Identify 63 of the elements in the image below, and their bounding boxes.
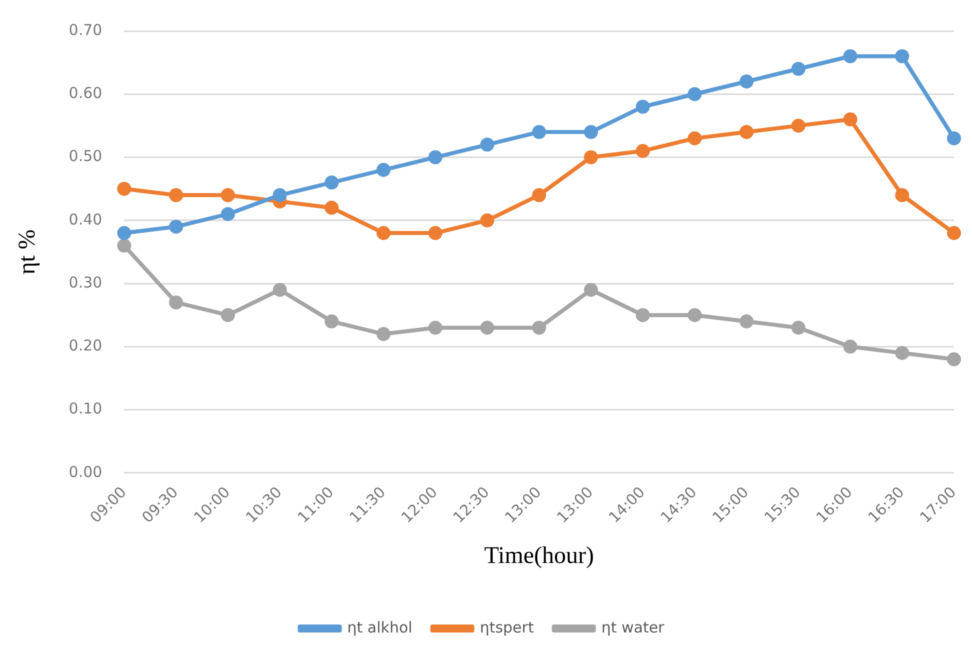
point — [688, 308, 702, 322]
point — [740, 125, 754, 140]
point — [428, 320, 442, 335]
point — [791, 118, 806, 133]
point — [584, 150, 598, 164]
point — [895, 346, 910, 360]
point — [376, 162, 391, 177]
y-axis-title: ηt % — [14, 229, 41, 275]
point — [428, 226, 442, 240]
point — [117, 226, 132, 240]
point — [947, 352, 961, 366]
point — [688, 87, 702, 102]
legend-label: ηt alkhol — [347, 618, 412, 636]
point — [480, 213, 494, 228]
y-tick-label: 0.20 — [68, 336, 102, 355]
point — [584, 282, 598, 297]
point — [324, 314, 339, 328]
point — [532, 320, 546, 335]
point — [117, 182, 132, 196]
legend-label: ηtspert — [480, 618, 534, 636]
point — [895, 49, 910, 64]
point — [740, 74, 754, 89]
point — [843, 340, 858, 354]
point — [220, 188, 235, 202]
y-tick-label: 0.60 — [68, 84, 102, 102]
point — [532, 125, 546, 140]
point — [324, 176, 339, 190]
point — [324, 200, 339, 215]
y-tick-label: 0.00 — [68, 462, 102, 481]
y-tick-label: 0.30 — [68, 273, 102, 292]
point — [688, 131, 702, 146]
point — [947, 226, 961, 240]
point — [584, 125, 598, 140]
point — [169, 295, 184, 310]
legend-label: ηt water — [601, 618, 666, 636]
y-tick-label: 0.50 — [68, 147, 102, 166]
point — [376, 226, 391, 240]
point — [272, 188, 287, 202]
point — [947, 131, 961, 146]
point — [791, 320, 806, 335]
point — [169, 220, 184, 234]
x-axis-title: Time(hour) — [484, 542, 594, 569]
point — [636, 100, 650, 114]
point — [843, 49, 858, 64]
point — [428, 150, 442, 164]
y-tick-label: 0.10 — [68, 400, 102, 418]
y-tick-label: 0.70 — [68, 20, 102, 39]
point — [117, 238, 132, 253]
point — [532, 188, 546, 202]
point — [895, 188, 910, 202]
point — [220, 308, 235, 322]
point — [843, 112, 858, 126]
point — [740, 314, 754, 328]
point — [636, 308, 650, 322]
point — [480, 138, 494, 152]
point — [376, 327, 391, 342]
point — [791, 62, 806, 76]
point — [220, 207, 235, 222]
point — [169, 188, 184, 202]
point — [480, 320, 494, 335]
point — [636, 144, 650, 158]
y-tick-label: 0.40 — [68, 210, 102, 228]
point — [272, 282, 287, 297]
